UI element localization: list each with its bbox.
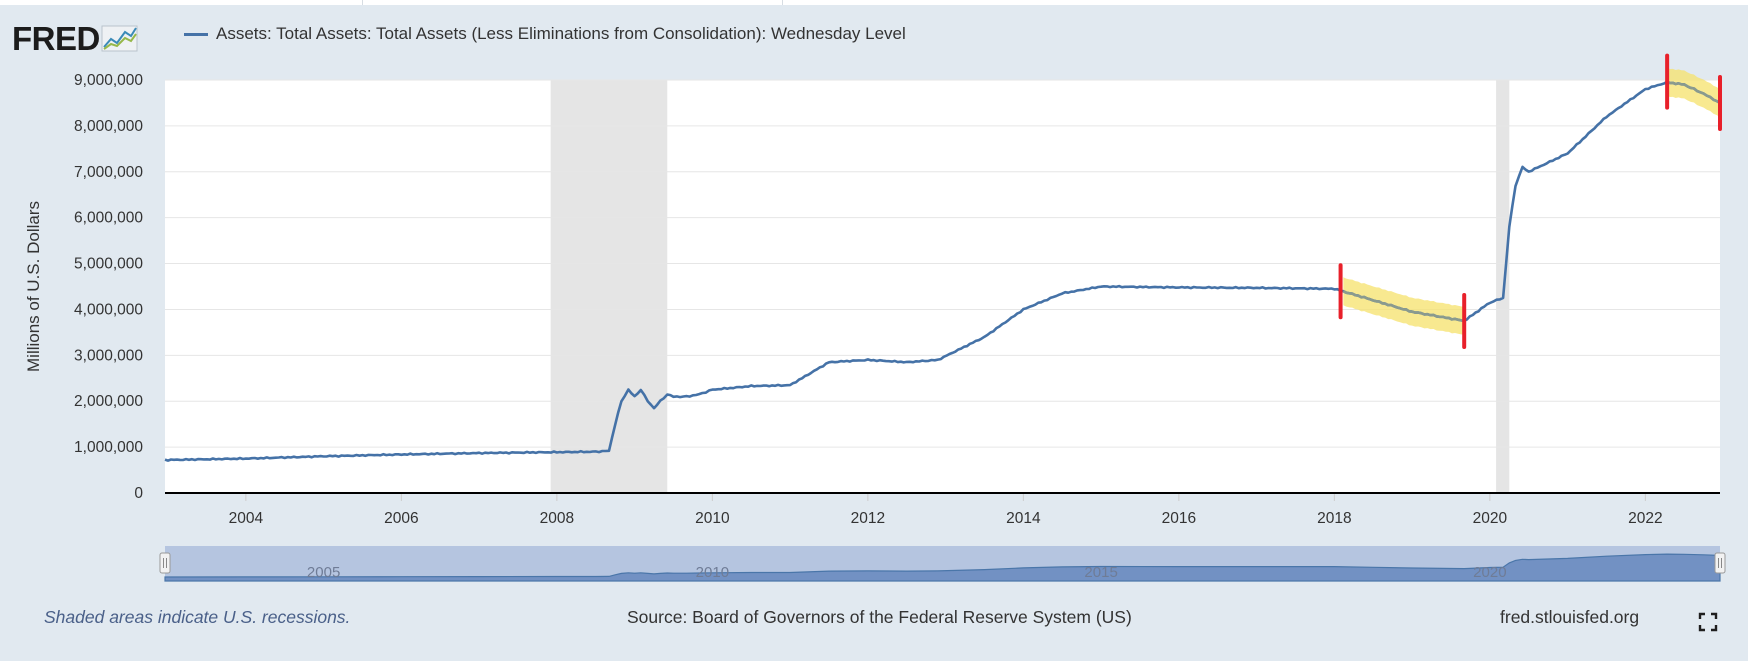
y-tick-label: 3,000,000 [74, 347, 143, 364]
handle-body [1714, 552, 1726, 574]
y-tick-label: 5,000,000 [74, 256, 143, 273]
recession-band-1 [1496, 80, 1510, 493]
plot-background [165, 80, 1720, 493]
fullscreen-icon[interactable] [1698, 612, 1718, 632]
y-tick-label: 0 [134, 485, 143, 502]
y-tick-label: 1,000,000 [74, 439, 143, 456]
fred-logo[interactable]: FRED [12, 18, 139, 58]
x-tick-label: 2020 [1473, 510, 1508, 527]
highlight-line-1 [1666, 80, 1721, 105]
x-tick-label: 2006 [384, 510, 418, 527]
x-tick-label: 2008 [540, 510, 574, 527]
x-tick-label: 2018 [1317, 510, 1351, 527]
y-tick-label: 2,000,000 [74, 393, 143, 410]
x-tick-label: 2012 [851, 510, 885, 527]
navigator-right-handle[interactable] [1714, 552, 1726, 574]
line-chart-icon [101, 25, 138, 52]
y-axis-label: Millions of U.S. Dollars [24, 201, 43, 372]
chart-legend: Assets: Total Assets: Total Assets (Less… [184, 24, 906, 44]
recession-band-0 [550, 80, 668, 493]
x-tick-label: 2010 [695, 510, 730, 527]
y-tick-label: 9,000,000 [74, 72, 143, 89]
y-tick-label: 7,000,000 [74, 164, 143, 181]
recession-note: Shaded areas indicate U.S. recessions. [44, 607, 351, 627]
navigator-series [164, 553, 1721, 582]
x-tick-label: 2016 [1162, 510, 1196, 527]
highlight-band-0 [1343, 277, 1465, 335]
navigator-left-handle[interactable] [159, 552, 171, 574]
logo-text: FRED [12, 19, 100, 57]
navigator-label: 2010 [696, 564, 729, 581]
x-tick-label: 2014 [1006, 510, 1041, 527]
highlight-band-1 [1667, 67, 1720, 117]
navigator-label: 2015 [1084, 564, 1117, 581]
x-tick-label: 2004 [229, 510, 264, 527]
navigator-label: 2005 [307, 564, 340, 581]
highlight-line-0 [1342, 290, 1465, 323]
source-text: Source: Board of Governors of the Federa… [627, 607, 1132, 627]
chart-area[interactable]: 0 1,000,000 2,000,000 3,000,000 4,000,000 5,0… [0, 0, 1748, 600]
legend-swatch [184, 32, 208, 36]
navigator-label: 2020 [1473, 564, 1506, 581]
handle-body [159, 552, 171, 574]
site-link[interactable]: fred.stlouisfed.org [1500, 607, 1640, 627]
x-tick-label: 2022 [1628, 510, 1662, 527]
y-tick-label: 4,000,000 [74, 301, 143, 318]
y-tick-label: 8,000,000 [74, 118, 143, 135]
legend-label: Assets: Total Assets: Total Assets (Less… [216, 24, 906, 43]
top-border [0, 0, 1748, 5]
y-tick-label: 6,000,000 [74, 210, 143, 227]
